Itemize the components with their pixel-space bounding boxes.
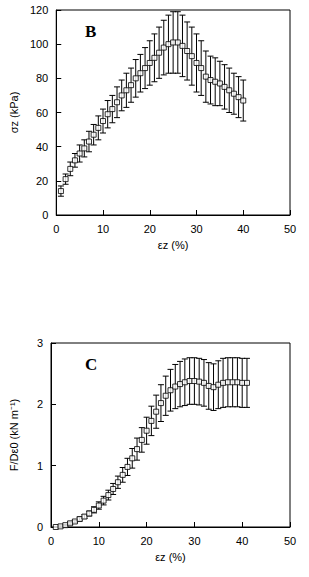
svg-text:B: B xyxy=(85,22,96,41)
svg-text:100: 100 xyxy=(30,38,48,50)
svg-text:120: 120 xyxy=(30,4,48,16)
svg-text:50: 50 xyxy=(284,535,296,547)
svg-text:2: 2 xyxy=(37,398,43,410)
svg-text:40: 40 xyxy=(36,141,48,153)
svg-text:0: 0 xyxy=(37,521,43,533)
svg-text:50: 50 xyxy=(284,223,296,235)
svg-text:F/Dε0 (kN m⁻¹): F/Dε0 (kN m⁻¹) xyxy=(8,399,20,471)
svg-text:10: 10 xyxy=(93,535,105,547)
svg-text:1: 1 xyxy=(37,460,43,472)
svg-text:σz (kPa): σz (kPa) xyxy=(8,92,20,134)
svg-text:3: 3 xyxy=(37,337,43,349)
svg-text:0: 0 xyxy=(53,223,59,235)
svg-text:40: 40 xyxy=(236,535,248,547)
svg-text:20: 20 xyxy=(140,535,152,547)
svg-text:εz (%): εz (%) xyxy=(158,239,189,251)
svg-text:20: 20 xyxy=(144,223,156,235)
svg-text:εz (%): εz (%) xyxy=(155,551,186,563)
svg-text:30: 30 xyxy=(190,223,202,235)
svg-text:40: 40 xyxy=(237,223,249,235)
svg-text:80: 80 xyxy=(36,72,48,84)
svg-text:20: 20 xyxy=(36,175,48,187)
svg-text:C: C xyxy=(85,355,97,374)
svg-text:60: 60 xyxy=(36,107,48,119)
svg-text:30: 30 xyxy=(188,535,200,547)
svg-text:10: 10 xyxy=(97,223,109,235)
svg-text:0: 0 xyxy=(42,209,48,221)
svg-text:0: 0 xyxy=(48,535,54,547)
